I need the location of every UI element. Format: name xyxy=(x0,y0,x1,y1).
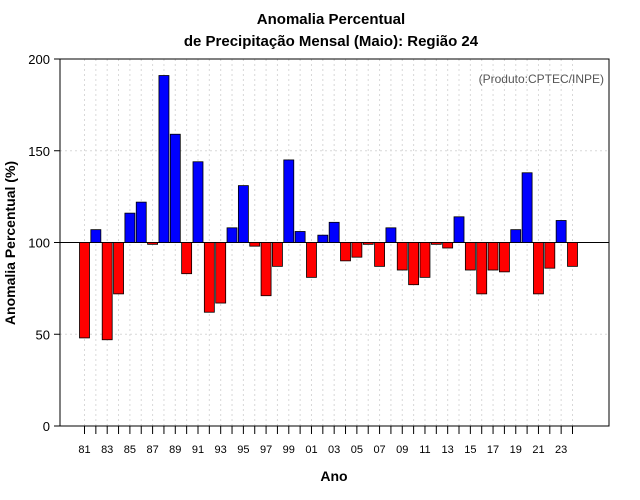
x-tick-label: 87 xyxy=(146,444,158,456)
bar-91 xyxy=(192,161,204,243)
bar-93 xyxy=(215,242,227,304)
x-tick-label: 11 xyxy=(419,444,430,456)
x-tick-label: 97 xyxy=(260,444,272,456)
bar-95 xyxy=(237,185,249,243)
bar-88 xyxy=(158,75,170,243)
y-tick-label: 200 xyxy=(28,52,50,67)
x-tick-label: 83 xyxy=(101,444,113,456)
bar-87 xyxy=(147,242,158,245)
x-tick-label: 81 xyxy=(78,444,90,456)
bar-92 xyxy=(203,242,215,313)
y-tick-label: 50 xyxy=(36,327,50,342)
bar-94 xyxy=(226,227,238,243)
bar-00 xyxy=(294,231,306,243)
bar-12 xyxy=(430,242,442,245)
chart-title-line2: de Precipitação Mensal (Maio): Região 24 xyxy=(184,33,479,50)
y-axis: 0 50 100 150 200 xyxy=(28,52,60,434)
bar-03 xyxy=(328,221,340,243)
x-axis: 81 83 85 87 89 91 93 95 97 99 01 03 05 07 09 11 13 15 17 19… xyxy=(78,426,573,456)
x-tick-label: 15 xyxy=(464,444,476,456)
bar-82 xyxy=(90,229,102,243)
bar-20 xyxy=(521,172,533,243)
x-tick-label: 01 xyxy=(305,444,317,456)
gridlines xyxy=(60,59,609,426)
bar-04 xyxy=(340,242,351,262)
bar-09 xyxy=(396,242,408,271)
bar-23 xyxy=(555,220,567,243)
bar-10 xyxy=(408,242,420,286)
bar-86 xyxy=(135,201,147,243)
bar-90 xyxy=(181,242,193,275)
x-tick-label: 85 xyxy=(124,444,136,456)
bar-08 xyxy=(385,227,397,243)
bar-89 xyxy=(169,133,181,243)
bar-18 xyxy=(499,242,510,273)
x-tick-label: 19 xyxy=(510,444,522,456)
x-tick-label: 99 xyxy=(283,444,295,456)
x-tick-label: 21 xyxy=(532,444,544,456)
x-tick-label: 13 xyxy=(442,444,454,456)
x-tick-label: 17 xyxy=(487,444,499,456)
bar-96 xyxy=(249,242,261,247)
x-tick-label: 07 xyxy=(373,444,385,456)
bar-22 xyxy=(544,242,556,269)
bar-17 xyxy=(487,242,499,271)
bar-21 xyxy=(533,242,544,295)
y-tick-label: 0 xyxy=(43,419,50,434)
bar-11 xyxy=(419,242,431,278)
bar-24 xyxy=(567,242,578,267)
bar-02 xyxy=(317,234,329,243)
bar-06 xyxy=(362,242,374,245)
plot-frame xyxy=(59,58,610,427)
bars-group xyxy=(79,75,578,341)
y-axis-label: Anomalia Percentual (%) xyxy=(2,161,18,325)
bar-01 xyxy=(306,242,317,278)
x-tick-label: 95 xyxy=(237,444,249,456)
bar-99 xyxy=(283,159,295,243)
x-tick-label: 91 xyxy=(192,444,204,456)
x-tick-label: 03 xyxy=(328,444,340,456)
bar-07 xyxy=(374,242,385,267)
bar-14 xyxy=(453,216,465,243)
y-tick-label: 150 xyxy=(28,144,50,159)
x-tick-label: 93 xyxy=(215,444,227,456)
bar-15 xyxy=(464,242,476,271)
source-label: (Produto:CPTEC/INPE) xyxy=(479,72,604,86)
bar-13 xyxy=(442,242,454,249)
bar-98 xyxy=(272,242,283,267)
bar-83 xyxy=(101,242,113,341)
x-tick-label: 09 xyxy=(396,444,408,456)
bar-97 xyxy=(260,242,272,297)
bar-81 xyxy=(79,242,90,339)
bar-16 xyxy=(476,242,488,295)
x-axis-label: Ano xyxy=(320,468,347,484)
bar-85 xyxy=(124,212,136,243)
bar-84 xyxy=(113,242,124,295)
bar-05 xyxy=(351,242,363,258)
y-tick-label: 100 xyxy=(28,236,50,251)
x-tick-label: 89 xyxy=(169,444,181,456)
x-tick-label: 23 xyxy=(555,444,567,456)
bar-19 xyxy=(510,229,522,243)
chart-title-line1: Anomalia Percentual xyxy=(257,11,405,28)
x-tick-label: 05 xyxy=(351,444,363,456)
